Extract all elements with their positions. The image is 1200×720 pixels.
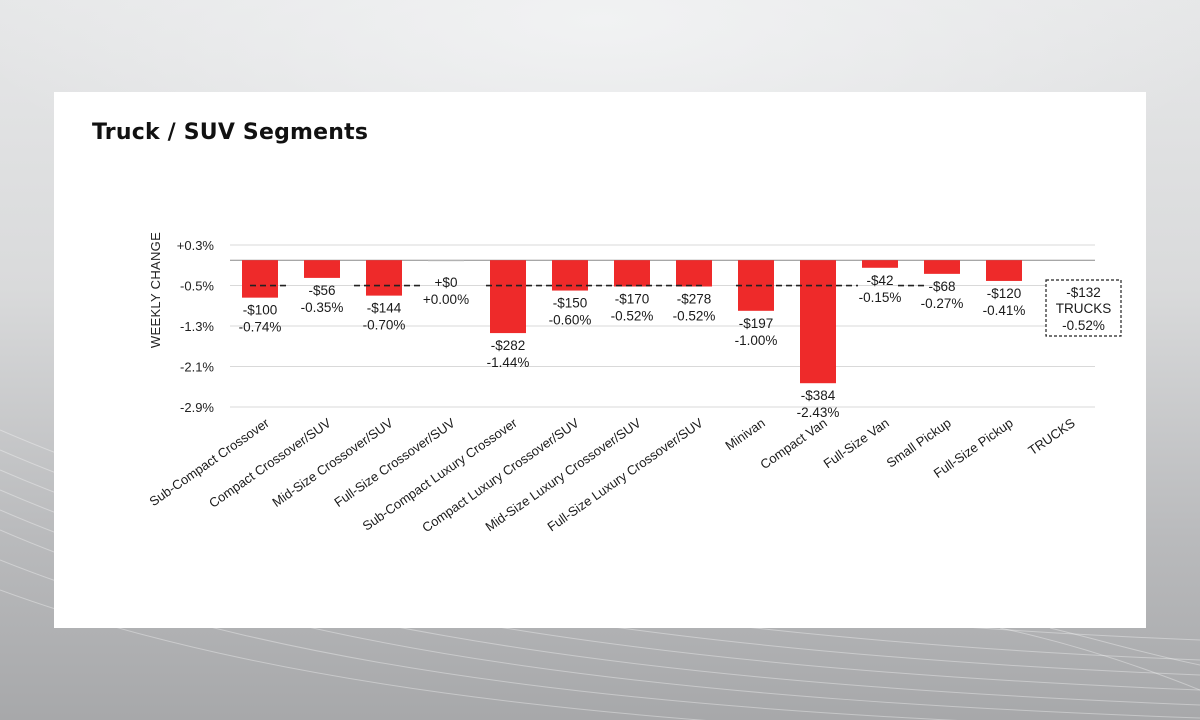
- bar: [490, 260, 526, 334]
- dollar-label: -$120: [987, 286, 1022, 301]
- percent-label: -0.35%: [301, 300, 344, 315]
- dollar-label: +$0: [435, 275, 458, 290]
- y-tick-label: -1.3%: [180, 319, 214, 334]
- bar: [366, 260, 402, 296]
- dollar-label: -$68: [928, 279, 955, 294]
- y-tick-label: -0.5%: [180, 279, 214, 294]
- percent-label: -0.70%: [363, 318, 406, 333]
- trucks-summary-box: [1045, 279, 1122, 337]
- percent-label: -2.43%: [797, 405, 840, 420]
- dollar-label: -$100: [243, 303, 278, 318]
- bar: [800, 260, 836, 384]
- dollar-label: -$56: [308, 283, 335, 298]
- bar-chart: -$100 -0.74% -$56 -0.35% -$144 -0.70% +$0 +0.00…: [147, 232, 1122, 535]
- dollar-label: -$144: [367, 301, 402, 316]
- y-axis-label: WEEKLY CHANGE: [148, 232, 163, 348]
- percent-label: -1.00%: [735, 333, 778, 348]
- percent-label: -0.52%: [611, 309, 654, 324]
- dollar-label: -$170: [615, 292, 650, 307]
- percent-label: -0.74%: [239, 320, 282, 335]
- bar: [614, 260, 650, 287]
- percent-label: +0.00%: [423, 292, 469, 307]
- dollar-label: -$42: [866, 273, 893, 288]
- percent-label: -0.27%: [921, 296, 964, 311]
- percent-label: -1.44%: [487, 355, 530, 370]
- percent-label: -0.52%: [673, 309, 716, 324]
- trucks-label: TRUCKS: [1056, 301, 1112, 316]
- x-category-label: Minivan: [722, 415, 767, 453]
- dollar-label: -$132: [1066, 285, 1101, 300]
- y-tick-label: +0.3%: [177, 238, 215, 253]
- percent-label: -0.60%: [549, 313, 592, 328]
- x-category-label: Full-Size Van: [821, 415, 892, 471]
- data-labels: -$100 -0.74% -$56 -0.35% -$144 -0.70% +$0 +0.00…: [239, 273, 1122, 420]
- dollar-label: -$282: [491, 338, 526, 353]
- y-tick-label: -2.9%: [180, 400, 214, 415]
- y-tick-label: -2.1%: [180, 360, 214, 375]
- gridlines: [230, 244, 1095, 408]
- bar: [428, 260, 464, 262]
- x-category-label: Compact Van: [757, 415, 829, 472]
- dollar-label: -$384: [801, 388, 836, 403]
- dollar-label: -$150: [553, 296, 588, 311]
- bar: [304, 260, 340, 278]
- percent-label: -0.52%: [1062, 318, 1105, 333]
- bar: [242, 260, 278, 298]
- percent-label: -0.15%: [859, 290, 902, 305]
- chart-card: Truck / SUV Segments -$100 -0.74% -$56 -0.3…: [54, 92, 1146, 628]
- bar: [676, 260, 712, 287]
- card-title: Truck / SUV Segments: [92, 120, 369, 145]
- dollar-label: -$197: [739, 316, 774, 331]
- bar: [986, 260, 1022, 281]
- bar: [862, 260, 898, 268]
- bar: [924, 260, 960, 274]
- y-axis-ticks: +0.3% -0.5% -1.3% -2.1% -2.9%: [177, 238, 215, 415]
- percent-label: -0.41%: [983, 303, 1026, 318]
- x-category-label: TRUCKS: [1025, 415, 1078, 458]
- dollar-label: -$278: [677, 292, 712, 307]
- x-category-label: Sub-Compact Crossover: [147, 415, 273, 509]
